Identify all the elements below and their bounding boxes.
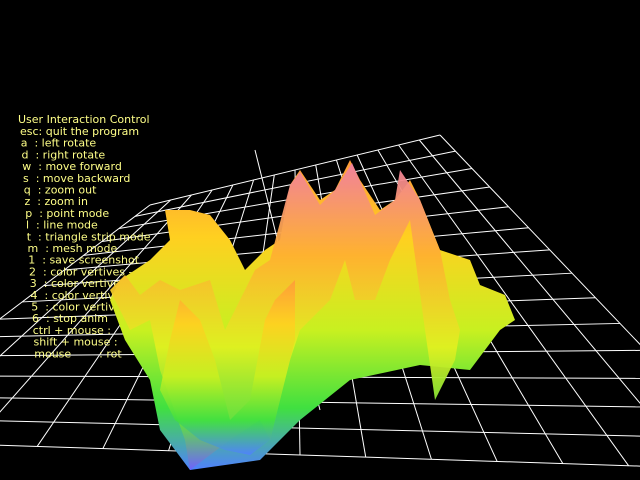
help-line: mouse : rot: [34, 347, 122, 360]
help-line: s : move backward: [23, 172, 130, 185]
help-line: a : left rotate: [21, 137, 97, 150]
help-line: 1 : save screenshot: [28, 254, 139, 267]
help-line: z : zoom in: [25, 195, 88, 208]
grid-line: [398, 144, 629, 467]
grid-line: [0, 420, 640, 437]
help-line: t : triangle strip mode: [27, 230, 151, 243]
help-line: d : right rotate: [22, 148, 106, 161]
help-line: q : zoom out: [24, 184, 97, 197]
grid-line: [439, 134, 640, 346]
grid-line: [0, 194, 192, 413]
help-line: p : point mode: [25, 207, 109, 220]
help-line: esc: quit the program: [20, 125, 139, 138]
help-line: m : mesh mode: [28, 242, 118, 255]
grid-line: [0, 199, 172, 357]
help-line: l : line mode: [26, 219, 98, 232]
help-line: w : move forward: [22, 160, 122, 173]
terrain-ridge: [160, 280, 295, 455]
help-title: User Interaction Control: [18, 113, 150, 126]
terrain: [110, 160, 515, 470]
grid-line: [418, 139, 640, 404]
help-line: shift + mouse :: [34, 336, 118, 349]
grid-line: [0, 204, 151, 320]
grid-line: [0, 444, 640, 467]
help-line: ctrl + mouse :: [33, 324, 111, 337]
help-line: 6 : stop anim: [32, 312, 108, 325]
